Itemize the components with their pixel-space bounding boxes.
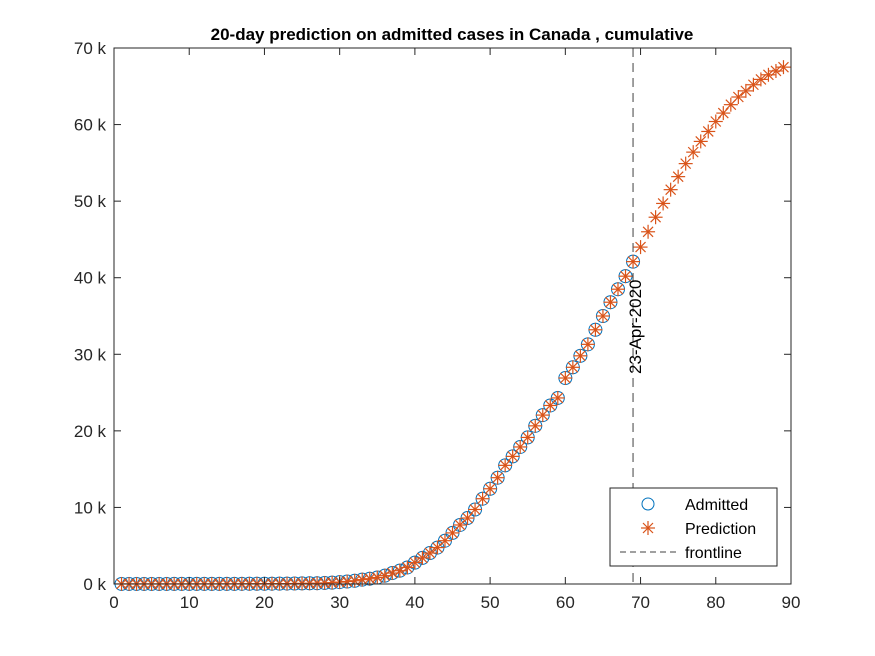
prediction-point xyxy=(422,546,437,561)
prediction-point xyxy=(641,224,656,239)
prediction-point xyxy=(355,572,370,587)
prediction-point xyxy=(535,408,550,423)
prediction-point xyxy=(768,63,783,78)
prediction-point xyxy=(618,269,633,284)
prediction-point xyxy=(580,337,595,352)
x-tick-label: 90 xyxy=(782,593,801,612)
legend-admitted-label: Admitted xyxy=(685,497,748,514)
prediction-point xyxy=(460,511,475,526)
prediction-point xyxy=(633,240,648,255)
prediction-point xyxy=(543,398,558,413)
prediction-point xyxy=(445,525,460,540)
prediction-point xyxy=(505,449,520,464)
prediction-point xyxy=(746,77,761,92)
prediction-point xyxy=(475,491,490,506)
prediction-point xyxy=(588,322,603,337)
prediction-point xyxy=(776,60,791,75)
prediction-point xyxy=(626,254,641,269)
axis-ticks: 0 10 20 30 40 50 60 70 80 90 0 k 10 k 20 k 30 k 40 k 50… xyxy=(74,39,801,612)
frontline-date-label: 23-Apr-2020 xyxy=(626,279,645,374)
legend-box xyxy=(609,487,778,567)
chart-title: 20-day prediction on admitted cases in C… xyxy=(211,25,694,44)
prediction-point xyxy=(520,430,535,445)
prediction-point xyxy=(558,371,573,386)
prediction-point xyxy=(678,156,693,171)
y-tick-label: 0 k xyxy=(83,575,106,594)
legend-prediction-marker xyxy=(641,521,655,535)
y-tick-label: 10 k xyxy=(74,498,107,517)
prediction-point xyxy=(663,182,678,197)
prediction-point xyxy=(686,145,701,160)
prediction-point xyxy=(753,72,768,87)
prediction-point xyxy=(573,348,588,363)
legend: Admitted Prediction frontline xyxy=(609,487,778,567)
legend-frontline-label: frontline xyxy=(685,545,742,562)
prediction-point xyxy=(738,83,753,98)
y-tick-label: 30 k xyxy=(74,345,107,364)
prediction-point xyxy=(701,124,716,139)
prediction-point xyxy=(610,282,625,297)
x-tick-label: 80 xyxy=(706,593,725,612)
prediction-point xyxy=(400,560,415,575)
x-tick-label: 40 xyxy=(405,593,424,612)
prediction-point xyxy=(468,502,483,517)
y-tick-label: 40 k xyxy=(74,269,107,288)
prediction-point xyxy=(513,439,528,454)
x-tick-label: 50 xyxy=(481,593,500,612)
prediction-point xyxy=(407,555,422,570)
prediction-point xyxy=(595,309,610,323)
prediction-point xyxy=(648,210,663,225)
y-tick-label: 20 k xyxy=(74,422,107,441)
x-tick-label: 0 xyxy=(109,593,118,612)
prediction-point xyxy=(362,571,377,586)
prediction-point xyxy=(385,566,400,581)
legend-admitted-marker xyxy=(641,497,655,511)
x-tick-label: 20 xyxy=(255,593,274,612)
prediction-point xyxy=(603,295,618,310)
y-tick-label: 50 k xyxy=(74,192,107,211)
axes-box xyxy=(113,47,792,585)
prediction-point xyxy=(415,550,430,565)
prediction-point xyxy=(370,570,385,585)
prediction-point xyxy=(693,134,708,149)
x-tick-label: 10 xyxy=(180,593,199,612)
prediction-point xyxy=(716,106,731,121)
prediction-point xyxy=(550,390,565,405)
prediction-point xyxy=(708,114,723,129)
prediction-point xyxy=(761,67,776,82)
prediction-point xyxy=(498,458,513,473)
prediction-point xyxy=(483,481,498,496)
legend-asterisk-icon xyxy=(641,521,655,535)
prediction-point xyxy=(490,470,505,485)
x-tick-label: 30 xyxy=(330,593,349,612)
legend-prediction-label: Prediction xyxy=(685,521,756,538)
prediction-point xyxy=(528,418,543,433)
y-tick-label: 60 k xyxy=(74,116,107,135)
prediction-point xyxy=(671,169,686,184)
prediction-point xyxy=(656,196,671,211)
prediction-point xyxy=(347,573,362,588)
y-tick-label: 70 k xyxy=(74,39,107,58)
prediction-point xyxy=(340,574,355,589)
x-tick-label: 60 xyxy=(556,593,575,612)
prediction-point xyxy=(565,360,580,375)
prediction-point xyxy=(731,90,746,105)
x-tick-label: 70 xyxy=(631,593,650,612)
